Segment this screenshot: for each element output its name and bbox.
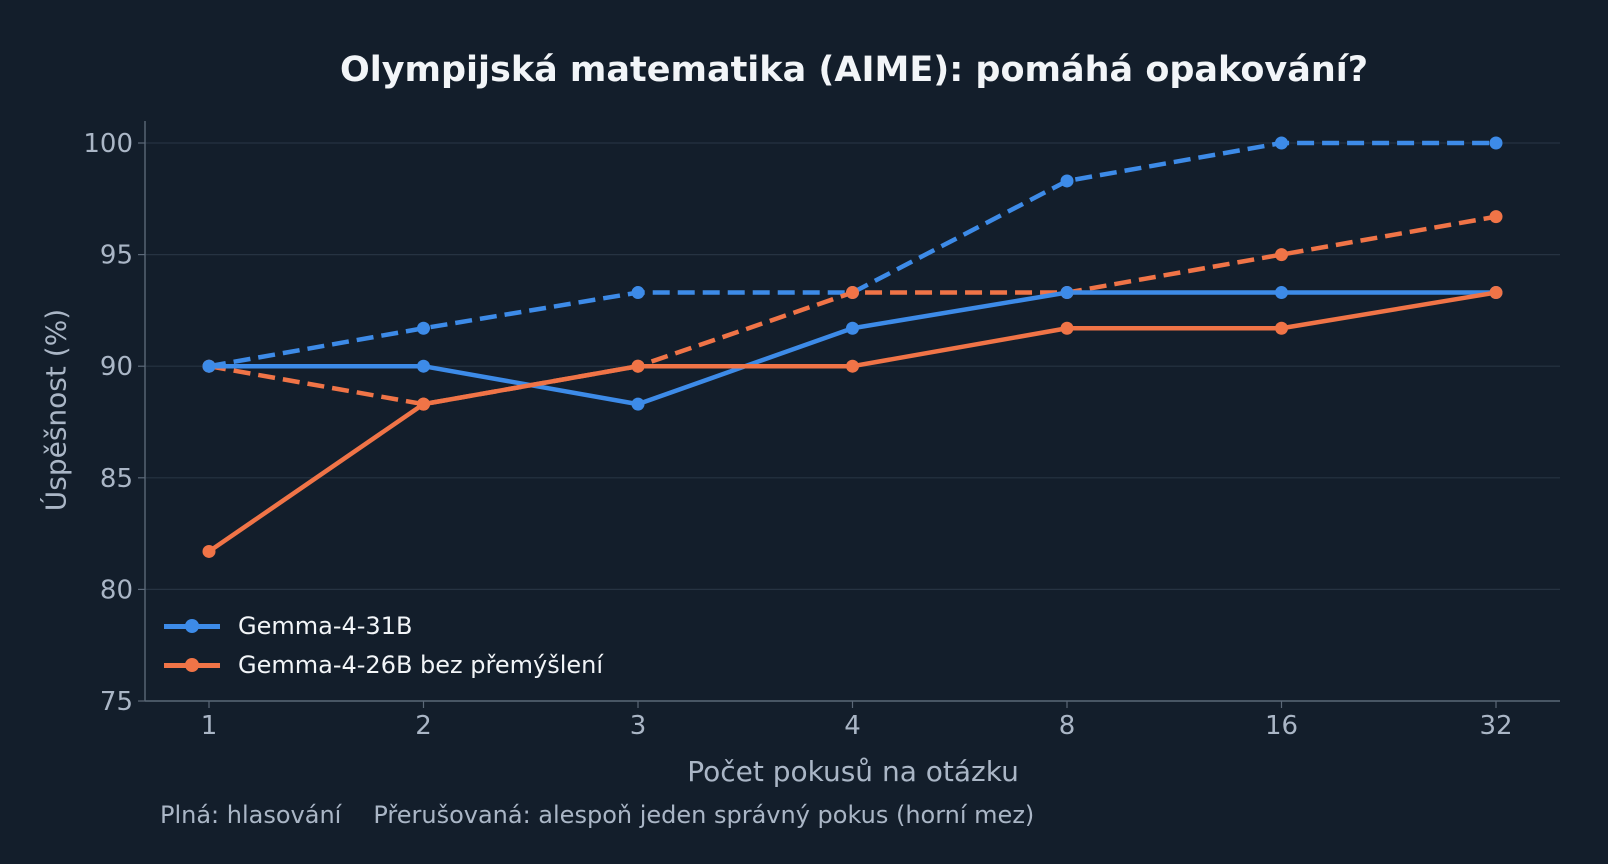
point-gemma-31b-vote-3 — [631, 397, 645, 411]
point-gemma-26b-vote-16 — [1275, 321, 1288, 335]
point-gemma-26b-pass-32 — [1489, 210, 1503, 224]
footnote-solid: Plná: hlasování — [160, 801, 342, 829]
y-tick-label-95: 95 — [100, 241, 133, 271]
point-gemma-31b-vote-1 — [202, 359, 216, 373]
point-gemma-31b-vote-16 — [1275, 286, 1288, 300]
chart-title: Olympijská matematika (AIME): pomáhá opa… — [339, 50, 1369, 90]
point-gemma-26b-vote-1 — [202, 544, 216, 558]
point-gemma-26b-pass-4 — [846, 286, 859, 300]
footnote-dashed: Přerušovaná: alespoň jeden správný pokus… — [373, 801, 1035, 829]
series-line-gemma-31b-vote — [206, 290, 1499, 407]
point-gemma-26b-pass-16 — [1275, 248, 1288, 262]
point-gemma-31b-pass-16 — [1275, 136, 1288, 150]
point-gemma-31b-pass-2 — [417, 321, 430, 335]
x-tick-label-16: 16 — [1265, 711, 1298, 741]
point-gemma-31b-vote-2 — [417, 359, 430, 373]
x-tick-label-3: 3 — [630, 711, 647, 741]
point-gemma-26b-vote-32 — [1489, 286, 1503, 300]
point-gemma-31b-pass-32 — [1489, 136, 1503, 150]
legend-label-gemma-26b: Gemma-4-26B bez přemýšlení — [238, 650, 604, 679]
y-axis-label: Úspěšnost (%) — [39, 308, 73, 512]
point-gemma-31b-pass-3 — [631, 286, 645, 300]
footnote: Plná: hlasování Přerušovaná: alespoň jede… — [160, 801, 1034, 829]
x-axis-label: Počet pokusů na otázku — [687, 755, 1019, 788]
y-tick-label-85: 85 — [100, 464, 133, 494]
point-gemma-31b-vote-4 — [846, 321, 859, 335]
y-tick-label-90: 90 — [100, 352, 133, 382]
point-gemma-26b-vote-8 — [1060, 321, 1074, 335]
series-line-gemma-26b-pass — [208, 214, 1497, 407]
point-gemma-31b-vote-8 — [1060, 286, 1074, 300]
y-tick-label-75: 75 — [100, 687, 133, 717]
point-gemma-26b-vote-4 — [846, 359, 859, 373]
legend-swatch-gemma-31b — [164, 615, 220, 637]
point-gemma-31b-pass-8 — [1060, 174, 1074, 188]
legend-swatch-gemma-26b — [164, 654, 220, 676]
x-tick-label-1: 1 — [201, 711, 218, 741]
y-tick-label-80: 80 — [100, 575, 133, 605]
legend: Gemma-4-31B Gemma-4-26B bez přemýšlení — [164, 606, 603, 684]
x-tick-label-4: 4 — [844, 711, 861, 741]
y-tick-label-100: 100 — [83, 129, 133, 159]
point-gemma-26b-vote-2 — [417, 397, 430, 411]
x-tick-label-32: 32 — [1479, 711, 1512, 741]
x-tick-label-8: 8 — [1059, 711, 1076, 741]
x-tick-label-2: 2 — [415, 711, 432, 741]
legend-item-gemma-26b: Gemma-4-26B bez přemýšlení — [164, 645, 603, 684]
legend-label-gemma-31b: Gemma-4-31B — [238, 611, 413, 640]
legend-item-gemma-31b: Gemma-4-31B — [164, 606, 603, 645]
point-gemma-26b-vote-3 — [631, 359, 645, 373]
